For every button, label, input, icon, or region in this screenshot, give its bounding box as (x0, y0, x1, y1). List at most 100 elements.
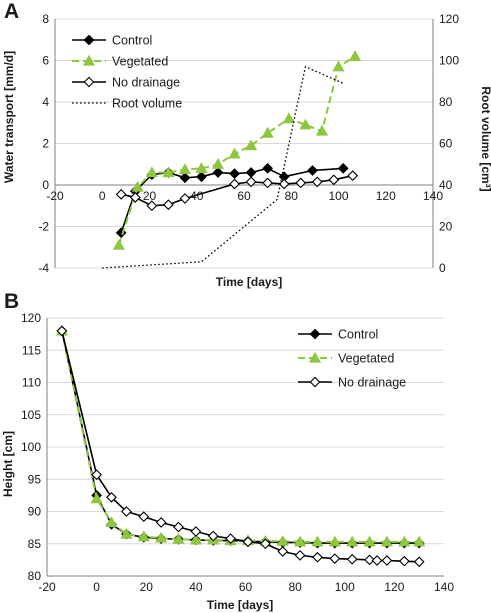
panel-a-series (102, 50, 362, 269)
x-tick-label: 20 (140, 580, 154, 594)
data-point-no-drainage (398, 555, 410, 567)
y-tick-label: 90 (28, 505, 42, 519)
series-vegetated (112, 50, 362, 250)
panel-b-x-axis-title: Time [days] (207, 598, 273, 612)
data-point-vegetated (261, 126, 274, 138)
data-point-control (307, 165, 318, 176)
y-tick-label: 85 (28, 537, 42, 551)
legend-label-vegetated: Vegetated (112, 55, 168, 69)
data-point-vegetated (346, 535, 359, 547)
data-point-no-drainage (364, 554, 375, 566)
data-point-vegetated (363, 535, 376, 547)
data-point-no-drainage (225, 533, 236, 544)
panel-a-y-axis-title: Water transport [mm/d] (2, 51, 16, 183)
x-tick-label: 0 (93, 580, 100, 594)
data-point-vegetated (348, 50, 362, 61)
x-tick-label: -20 (38, 580, 56, 594)
y-tick-label: 4 (42, 95, 49, 109)
data-point-no-drainage (242, 536, 254, 548)
x-tick-label: 120 (384, 580, 404, 594)
x-tick-label: 40 (189, 580, 203, 594)
legend-marker-control (309, 328, 321, 340)
x-tick-label: 20 (143, 189, 157, 203)
x-tick-label: 140 (434, 580, 454, 594)
y-tick-label: 115 (22, 343, 41, 357)
y-tick-label: 120 (21, 311, 41, 325)
data-point-vegetated (328, 535, 341, 547)
series-vegetated (55, 324, 426, 547)
panel-b-axes (46, 318, 444, 577)
data-point-vegetated (162, 166, 175, 178)
data-point-control (196, 171, 207, 183)
data-point-control (262, 163, 274, 174)
data-point-vegetated (137, 530, 150, 542)
data-point-vegetated (172, 533, 185, 544)
data-point-vegetated (315, 124, 329, 136)
y-tick-label: 2 (42, 137, 49, 151)
data-point-no-drainage (413, 556, 425, 568)
data-point-vegetated (380, 535, 394, 547)
panel-b-tick-labels: 80 85 90 95 100 105 110 115 120 -20 0 20 40 60 80 100 12… (21, 311, 454, 594)
data-point-no-drainage (179, 193, 191, 204)
data-point-no-drainage (346, 553, 358, 565)
data-point-control (337, 163, 349, 174)
data-point-vegetated (398, 535, 411, 547)
panel-b-letter: B (4, 290, 19, 313)
panel-b-gridlines (47, 317, 444, 545)
data-point-no-drainage (278, 178, 290, 190)
data-point-no-drainage (121, 506, 132, 517)
data-point-no-drainage (129, 192, 141, 203)
legend-item-control: Control (298, 328, 378, 342)
data-point-no-drainage (262, 177, 274, 189)
legend-item-no-drainage: No drainage (72, 76, 180, 90)
x-tick-label: 60 (239, 580, 253, 594)
y2-tick-label: 120 (439, 12, 459, 26)
y2-tick-label: 40 (439, 178, 453, 192)
panel-b-y-axis-title: Height [cm] (1, 431, 15, 497)
data-point-no-drainage (328, 174, 340, 186)
legend-marker-control (83, 34, 95, 46)
data-point-no-drainage (277, 546, 289, 557)
data-point-vegetated (211, 158, 225, 169)
data-point-control (179, 172, 191, 184)
x-tick-label: 140 (423, 189, 443, 203)
data-point-vegetated (245, 139, 258, 151)
data-point-vegetated (155, 531, 168, 543)
x-tick-label: 40 (190, 189, 204, 203)
y-tick-label: 105 (21, 408, 41, 422)
series-line-root-volume (102, 66, 344, 269)
panel-a-axes (54, 19, 434, 269)
legend-marker-no-drainage (83, 76, 95, 88)
data-point-control (229, 168, 240, 179)
panel-b-legend: Control Vegetated No drainage (298, 328, 406, 390)
data-point-vegetated (131, 180, 144, 192)
series-line-vegetated (60, 330, 420, 543)
data-point-no-drainage (155, 517, 167, 528)
data-point-no-drainage (311, 176, 323, 188)
panel-a-y2-axis-title: Root volume [cm³] (479, 86, 491, 191)
data-point-vegetated (90, 492, 103, 504)
data-point-no-drainage (207, 530, 219, 542)
y-tick-label: 100 (21, 440, 41, 454)
legend-item-vegetated: Vegetated (298, 352, 394, 366)
data-point-vegetated (332, 60, 345, 72)
data-point-no-drainage (163, 199, 174, 211)
data-point-no-drainage (106, 491, 117, 503)
data-point-vegetated (228, 147, 241, 159)
series-root-volume (102, 66, 344, 269)
data-point-no-drainage (347, 170, 359, 182)
data-point-no-drainage (115, 188, 127, 200)
y-tick-label: 8 (42, 12, 49, 26)
legend-label-control: Control (112, 34, 152, 48)
data-point-no-drainage (173, 521, 184, 533)
legend-item-root-volume: Root volume (72, 97, 182, 111)
x-tick-label: 120 (376, 189, 396, 203)
y-tick-label: 6 (42, 54, 49, 68)
data-point-vegetated (276, 534, 289, 546)
y2-tick-label: 0 (439, 261, 446, 275)
data-point-vegetated (282, 112, 295, 124)
x-tick-label: 80 (288, 580, 302, 594)
